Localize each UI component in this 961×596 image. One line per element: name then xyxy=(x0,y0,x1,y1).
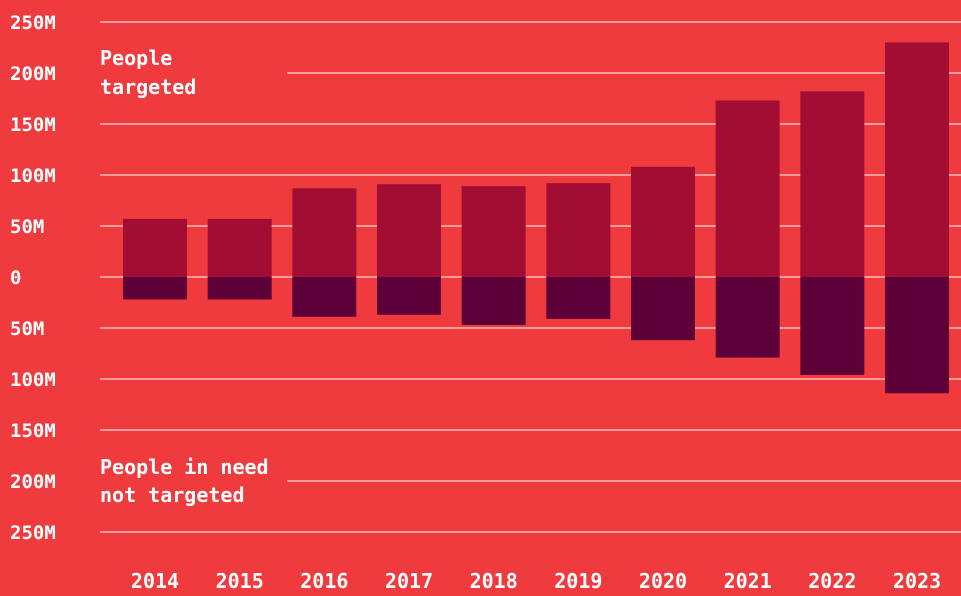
bar xyxy=(800,277,865,375)
y-tick-label: 0 xyxy=(10,267,21,289)
x-tick-label: 2014 xyxy=(131,569,179,593)
y-tick-label: 50M xyxy=(10,318,44,340)
bar xyxy=(461,277,526,325)
bar xyxy=(377,277,441,315)
bars xyxy=(123,42,949,394)
bar xyxy=(885,42,949,278)
x-tick-label: 2019 xyxy=(554,569,602,593)
bar xyxy=(292,188,357,277)
x-tick-label: 2016 xyxy=(300,569,348,593)
y-tick-label: 50M xyxy=(10,216,44,238)
bar xyxy=(631,166,695,277)
annotation-top-line-2: targeted xyxy=(100,75,196,99)
annotations: People targeted People in need not targe… xyxy=(100,46,269,507)
y-tick-label: 250M xyxy=(10,12,56,34)
x-tick-label: 2023 xyxy=(893,569,941,593)
x-tick-label: 2018 xyxy=(470,569,518,593)
bar xyxy=(123,218,187,277)
x-tick-label: 2022 xyxy=(808,569,856,593)
bar xyxy=(377,184,441,277)
y-tick-label: 200M xyxy=(10,63,56,85)
bar xyxy=(715,277,780,358)
x-tick-label: 2021 xyxy=(724,569,772,593)
bar xyxy=(885,277,949,394)
annotation-bottom-line-1: People in need xyxy=(100,455,269,479)
annotation-top-line-1: People xyxy=(100,46,172,70)
y-axis-ticks: 250M 200M 150M 100M 50M 0 50M 100M 150M 200M 250M xyxy=(10,12,56,544)
bar xyxy=(461,186,526,277)
bar xyxy=(207,218,272,277)
y-tick-label: 150M xyxy=(10,114,56,136)
y-tick-label: 250M xyxy=(10,522,56,544)
x-tick-label: 2020 xyxy=(639,569,687,593)
annotation-bottom-line-2: not targeted xyxy=(100,483,245,507)
bar xyxy=(207,277,272,300)
bar xyxy=(800,91,865,277)
bar xyxy=(631,277,695,341)
x-tick-label: 2017 xyxy=(385,569,433,593)
y-tick-label: 100M xyxy=(10,165,56,187)
bar xyxy=(292,277,357,317)
y-tick-label: 150M xyxy=(10,420,56,442)
bar xyxy=(123,277,187,300)
bar xyxy=(546,277,611,319)
y-tick-label: 200M xyxy=(10,471,56,493)
x-axis-ticks: 2014 2015 2016 2017 2018 2019 2020 2021 2022 2023 xyxy=(131,569,941,593)
bar xyxy=(715,100,780,277)
bar xyxy=(546,183,611,277)
y-tick-label: 100M xyxy=(10,369,56,391)
x-tick-label: 2015 xyxy=(216,569,264,593)
